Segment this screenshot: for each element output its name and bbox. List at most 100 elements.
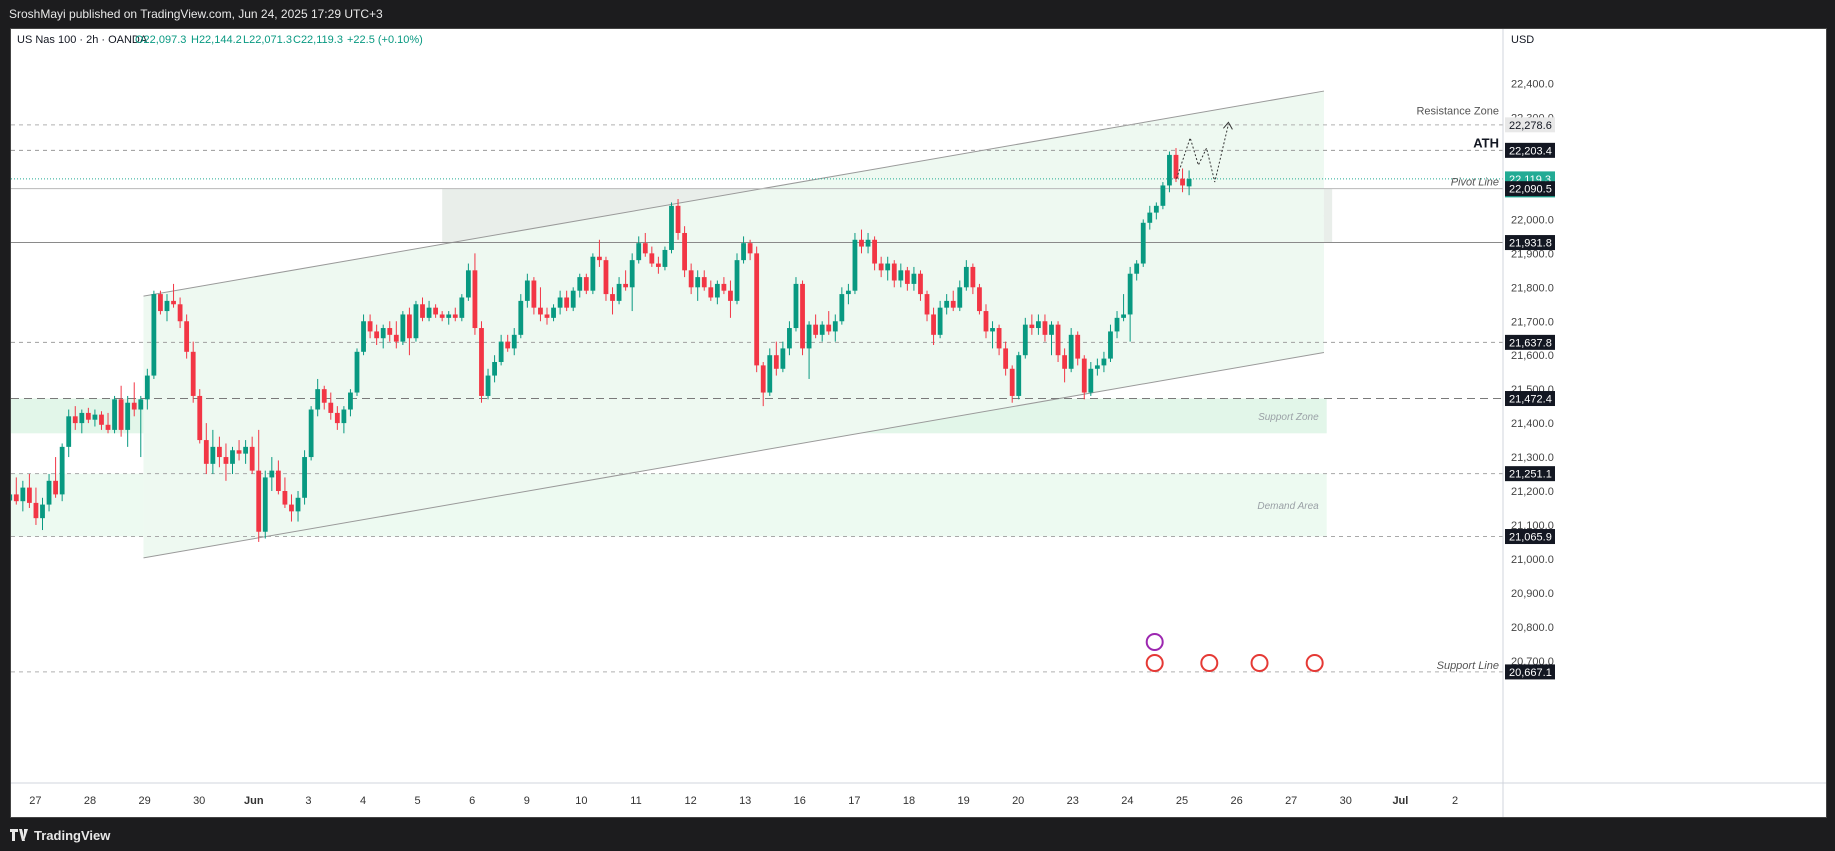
candle[interactable] bbox=[1140, 219, 1146, 267]
candle[interactable] bbox=[472, 253, 478, 335]
candle[interactable] bbox=[597, 239, 602, 267]
candle[interactable] bbox=[583, 273, 589, 295]
candle[interactable] bbox=[970, 263, 976, 295]
candle[interactable] bbox=[413, 300, 419, 342]
candle[interactable] bbox=[420, 297, 425, 322]
candle[interactable] bbox=[787, 321, 792, 356]
candle[interactable] bbox=[79, 409, 85, 434]
candle[interactable] bbox=[53, 457, 59, 498]
candle[interactable] bbox=[655, 256, 661, 274]
candle[interactable] bbox=[321, 385, 327, 410]
candle[interactable] bbox=[210, 429, 216, 475]
candle[interactable] bbox=[492, 355, 497, 383]
candle[interactable] bbox=[551, 304, 556, 322]
candle[interactable] bbox=[158, 290, 163, 315]
candle[interactable] bbox=[203, 423, 209, 475]
candle[interactable] bbox=[1101, 351, 1107, 373]
candle[interactable] bbox=[603, 256, 609, 301]
candle[interactable] bbox=[1062, 348, 1068, 383]
candle[interactable] bbox=[400, 311, 406, 346]
candle[interactable] bbox=[295, 491, 301, 522]
candle[interactable] bbox=[1088, 361, 1094, 396]
candle[interactable] bbox=[1022, 317, 1028, 359]
candle[interactable] bbox=[465, 263, 471, 301]
candle[interactable] bbox=[459, 294, 465, 322]
candle[interactable] bbox=[1134, 260, 1140, 281]
candle[interactable] bbox=[144, 368, 150, 410]
candle[interactable] bbox=[125, 395, 131, 447]
candle[interactable] bbox=[904, 266, 910, 291]
candle[interactable] bbox=[1055, 321, 1061, 362]
candle[interactable] bbox=[262, 470, 268, 539]
candle[interactable] bbox=[1153, 202, 1159, 220]
candle[interactable] bbox=[813, 314, 819, 339]
candle[interactable] bbox=[623, 270, 629, 291]
candle[interactable] bbox=[721, 277, 727, 295]
candle[interactable] bbox=[1042, 314, 1048, 342]
candle[interactable] bbox=[315, 378, 321, 417]
candle[interactable] bbox=[439, 311, 445, 322]
candle[interactable] bbox=[564, 290, 570, 312]
candle[interactable] bbox=[773, 341, 779, 376]
candle[interactable] bbox=[33, 487, 39, 525]
candle[interactable] bbox=[1147, 205, 1153, 230]
candle[interactable] bbox=[66, 409, 72, 458]
candle[interactable] bbox=[937, 300, 943, 339]
candle[interactable] bbox=[1167, 151, 1172, 193]
candle[interactable] bbox=[302, 450, 307, 505]
candle[interactable] bbox=[839, 287, 845, 325]
candle[interactable] bbox=[957, 280, 963, 312]
candle[interactable] bbox=[1173, 148, 1179, 183]
candle[interactable] bbox=[544, 307, 550, 325]
candle[interactable] bbox=[275, 460, 281, 495]
candle[interactable] bbox=[452, 307, 458, 322]
candle[interactable] bbox=[859, 229, 864, 254]
candle[interactable] bbox=[931, 307, 936, 346]
candle[interactable] bbox=[610, 287, 615, 315]
candle[interactable] bbox=[26, 474, 32, 508]
candle[interactable] bbox=[918, 270, 923, 301]
event-flag-icon[interactable] bbox=[1250, 654, 1269, 672]
candle[interactable] bbox=[118, 385, 124, 437]
candle[interactable] bbox=[983, 304, 989, 339]
candle[interactable] bbox=[577, 273, 583, 298]
candle[interactable] bbox=[171, 283, 176, 308]
candle[interactable] bbox=[688, 263, 694, 295]
candle[interactable] bbox=[944, 294, 950, 315]
candle[interactable] bbox=[1009, 365, 1015, 403]
candle[interactable] bbox=[675, 199, 681, 240]
candle[interactable] bbox=[380, 324, 386, 349]
candle[interactable] bbox=[531, 277, 537, 315]
candle[interactable] bbox=[328, 392, 334, 420]
candle[interactable] bbox=[485, 368, 491, 400]
candle[interactable] bbox=[878, 256, 884, 278]
candle[interactable] bbox=[1029, 314, 1035, 335]
candle[interactable] bbox=[636, 236, 642, 264]
candle[interactable] bbox=[282, 477, 288, 508]
candle[interactable] bbox=[649, 246, 655, 267]
candle[interactable] bbox=[826, 311, 832, 335]
candle[interactable] bbox=[217, 436, 222, 468]
candle[interactable] bbox=[891, 260, 897, 288]
candle[interactable] bbox=[845, 283, 851, 305]
candle[interactable] bbox=[714, 280, 720, 305]
candle[interactable] bbox=[832, 314, 838, 342]
candle[interactable] bbox=[269, 457, 275, 491]
candle[interactable] bbox=[308, 406, 314, 461]
candle[interactable] bbox=[754, 246, 760, 373]
candle[interactable] bbox=[780, 341, 786, 373]
candle[interactable] bbox=[708, 280, 714, 301]
candle[interactable] bbox=[20, 480, 26, 512]
candle[interactable] bbox=[1036, 314, 1041, 335]
candle[interactable] bbox=[407, 307, 412, 356]
candle[interactable] bbox=[557, 290, 563, 315]
candle[interactable] bbox=[538, 287, 543, 322]
candle[interactable] bbox=[289, 494, 294, 522]
candle[interactable] bbox=[341, 406, 347, 434]
candle[interactable] bbox=[662, 246, 668, 271]
candle[interactable] bbox=[361, 314, 366, 356]
candle[interactable] bbox=[996, 324, 1002, 356]
candle[interactable] bbox=[911, 266, 917, 291]
candle[interactable] bbox=[190, 341, 196, 403]
